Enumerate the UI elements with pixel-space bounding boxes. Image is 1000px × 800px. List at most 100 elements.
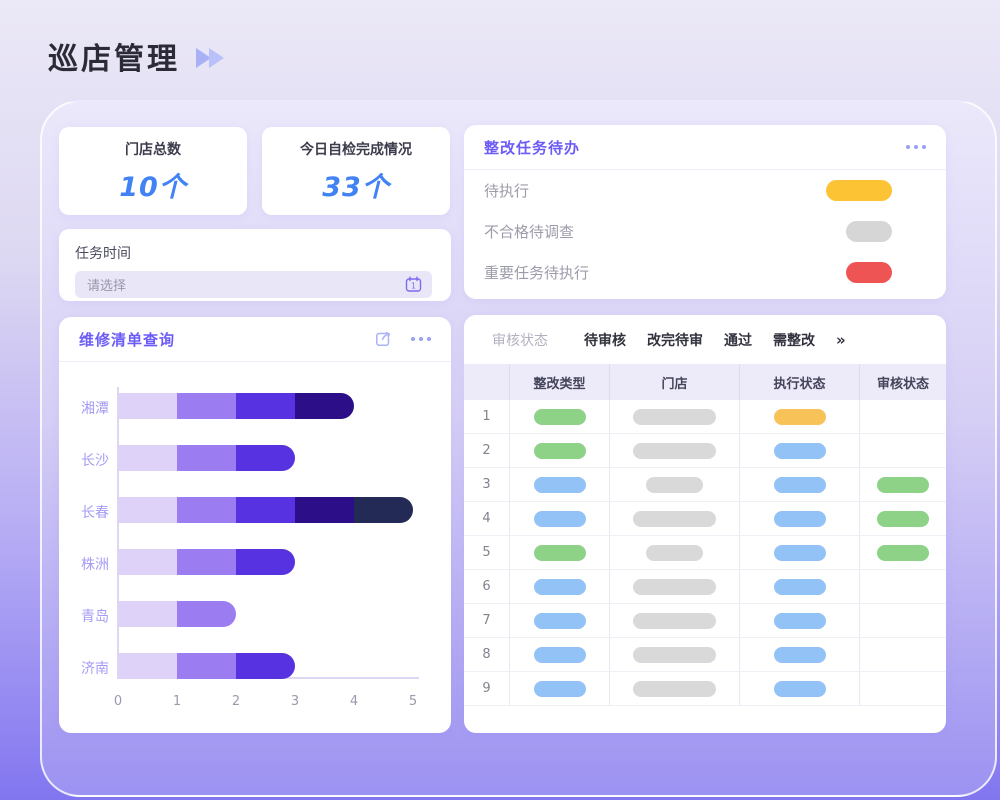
todo-item-label: 待执行 [484, 182, 530, 200]
stat-card-self-check: 今日自检完成情况 33个 [262, 127, 450, 215]
row-number-cell: 2 [464, 434, 510, 467]
rectify-type-cell [510, 672, 610, 705]
audit-status-cell [860, 536, 946, 569]
rectify-type-pill [533, 476, 586, 493]
audit-status-cell [860, 638, 946, 671]
store-cell [610, 434, 740, 467]
column-header: 整改类型 [510, 364, 610, 400]
chart-bar [118, 549, 295, 575]
row-number-cell: 9 [464, 672, 510, 705]
calendar-icon[interactable]: 1 [405, 276, 422, 293]
chart-bar-segment [295, 497, 354, 523]
chart-bar [118, 497, 413, 523]
chart-bar-segment [118, 393, 177, 419]
store-cell [610, 570, 740, 603]
rectify-type-cell [510, 502, 610, 535]
table-row[interactable]: 5 [464, 536, 946, 570]
stat-label: 今日自检完成情况 [300, 141, 412, 158]
store-pill [646, 544, 703, 561]
row-number-cell: 3 [464, 468, 510, 501]
table-row[interactable]: 6 [464, 570, 946, 604]
chart-bar-segment [177, 497, 236, 523]
chart-bar-segment [177, 445, 236, 471]
column-header [464, 364, 510, 400]
rectify-type-pill [533, 680, 586, 697]
chart-x-tick-label: 0 [113, 694, 123, 709]
todo-row: 不合格待调查 [464, 221, 946, 242]
audit-status-cell [860, 502, 946, 535]
todo-row: 重要任务待执行 [464, 262, 946, 283]
task-time-placeholder: 请选择 [87, 279, 127, 294]
chart-bar-segment [236, 393, 295, 419]
rectify-type-pill [533, 408, 586, 425]
store-cell [610, 468, 740, 501]
exec-status-pill [773, 578, 826, 595]
row-number-cell: 7 [464, 604, 510, 637]
store-cell [610, 604, 740, 637]
stat-value: 33个 [322, 171, 390, 203]
todo-item-label: 不合格待调查 [484, 223, 575, 241]
rectify-type-pill [533, 442, 586, 459]
rectify-todo-card: 整改任务待办 待执行 不合格待调查 重要任务待执行 [464, 125, 946, 299]
exec-status-cell [740, 536, 860, 569]
chart-bar [118, 601, 236, 627]
audit-status-cell [860, 434, 946, 467]
table-row[interactable]: 7 [464, 604, 946, 638]
rectify-type-cell [510, 468, 610, 501]
table-header: 整改类型 门店 执行状态 审核状态 [464, 364, 946, 400]
store-cell [610, 638, 740, 671]
chart-bar-segment [177, 653, 236, 679]
page-title: 巡店管理 [48, 42, 180, 77]
chart-bar-segment [177, 601, 236, 627]
chart-category-label: 长沙 [81, 453, 109, 469]
rectify-type-cell [510, 434, 610, 467]
rectify-type-cell [510, 638, 610, 671]
rectify-type-pill [533, 646, 586, 663]
chart-row: 株洲 [59, 549, 451, 575]
repair-stacked-bar-chart: 湘潭 长沙 长春 株洲 青岛 济南 0 1 2 3 4 5 [59, 362, 451, 733]
store-cell [610, 672, 740, 705]
chart-bar-segment [118, 445, 177, 471]
exec-status-cell [740, 570, 860, 603]
chart-category-label: 株洲 [81, 557, 109, 573]
chart-category-label: 湘潭 [81, 401, 109, 417]
play-triangle-icon [196, 48, 211, 68]
chart-bar-segment [295, 393, 354, 419]
row-number-cell: 4 [464, 502, 510, 535]
task-time-input[interactable]: 请选择 1 [75, 271, 432, 298]
tab-需整改[interactable]: 需整改 [773, 332, 815, 349]
rectify-type-cell [510, 400, 610, 433]
row-number-cell: 5 [464, 536, 510, 569]
row-number-cell: 8 [464, 638, 510, 671]
column-header: 审核状态 [876, 376, 929, 392]
tab-通过[interactable]: 通过 [724, 332, 752, 349]
stat-label: 门店总数 [125, 141, 181, 158]
chevron-double-right-icon[interactable]: » [836, 330, 846, 349]
table-row[interactable]: 3 [464, 468, 946, 502]
store-pill [633, 408, 716, 425]
table-row[interactable]: 9 [464, 672, 946, 706]
table-row[interactable]: 4 [464, 502, 946, 536]
chart-bar-segment [118, 549, 177, 575]
ellipsis-menu-icon[interactable] [906, 145, 926, 149]
row-number-cell: 6 [464, 570, 510, 603]
audit-filter-bar: 审核状态 待审核 改完待审 通过 需整改 » [464, 315, 946, 364]
audit-status-cell [860, 604, 946, 637]
table-row[interactable]: 1 [464, 400, 946, 434]
audit-tabs: 待审核 改完待审 通过 需整改 [584, 330, 815, 350]
tab-改完待审[interactable]: 改完待审 [647, 332, 703, 349]
exec-status-cell [740, 434, 860, 467]
rectify-type-pill [533, 578, 586, 595]
ellipsis-menu-icon[interactable] [411, 337, 431, 341]
column-header: 执行状态 [740, 364, 860, 400]
store-pill [633, 510, 716, 527]
share-icon[interactable] [373, 329, 393, 349]
chart-y-axis [117, 387, 119, 679]
chart-category-label: 济南 [81, 661, 109, 677]
table-row[interactable]: 8 [464, 638, 946, 672]
chart-x-tick-label: 5 [408, 694, 418, 709]
table-row[interactable]: 2 [464, 434, 946, 468]
tab-待审核[interactable]: 待审核 [584, 332, 626, 349]
rectify-type-pill [533, 544, 586, 561]
